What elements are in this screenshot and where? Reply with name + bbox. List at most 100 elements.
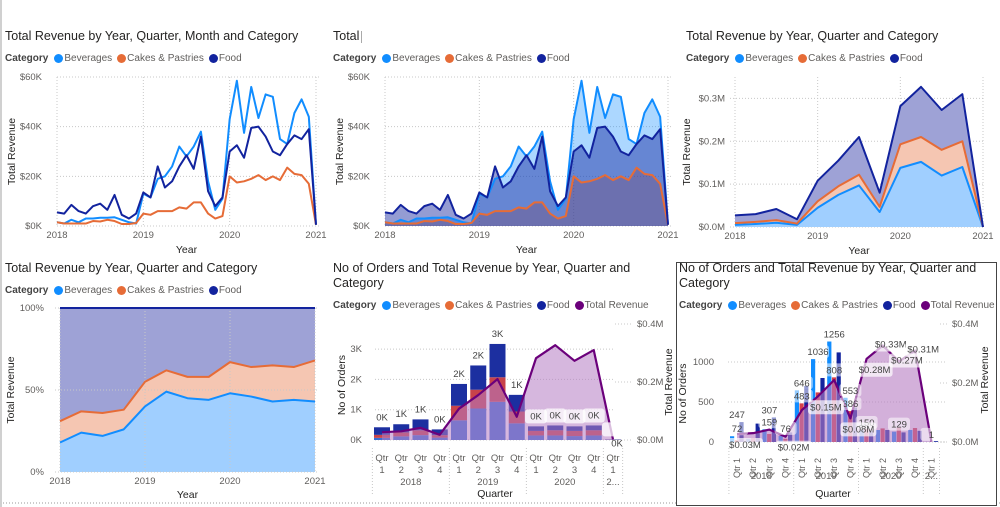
chart2-y-tick: $40K — [348, 122, 371, 133]
data-label-bg — [823, 363, 846, 377]
order-data-label: 307 — [761, 405, 777, 416]
order-data-label: 1 — [929, 430, 934, 441]
text-cursor — [361, 30, 363, 43]
chart5-quarter-label: Qtr — [606, 453, 619, 464]
chart5-y2-tick: $0.2M — [637, 377, 663, 388]
legend-item[interactable]: Cakes & Pastries — [798, 53, 885, 64]
order-bar-food — [374, 427, 390, 435]
chart5-quarter-number: 2 — [476, 465, 481, 476]
legend-item[interactable]: Food — [882, 300, 916, 311]
legend-item[interactable]: Beverages — [735, 53, 793, 64]
order-data-label: 0K — [530, 411, 542, 422]
page-left-edge — [0, 0, 2, 507]
chart5-quarter-number: 4 — [437, 465, 442, 476]
legend-item[interactable]: Beverages — [54, 285, 112, 296]
order-data-label: 76 — [780, 424, 791, 435]
chart5-y-tick: 2K — [350, 374, 362, 385]
legend-item[interactable]: Beverages — [382, 53, 440, 64]
chart6-year-label: 2018 — [751, 471, 772, 482]
chart6-y-axis-title: No of Orders — [677, 363, 689, 423]
chart4-y-tick: 0% — [30, 467, 44, 478]
data-label-bg — [889, 353, 925, 368]
chart2-title-text: Total — [333, 29, 360, 43]
legend-label: Beverages — [64, 53, 113, 64]
chart4-x-tick: 2020 — [219, 476, 240, 487]
chart1-x-tick: 2020 — [219, 230, 240, 241]
chart5-quarter-label: Qtr — [395, 453, 408, 464]
chart3-x-tick: 2018 — [724, 231, 745, 242]
legend-item[interactable]: Total Revenue — [574, 300, 649, 311]
legend-item[interactable]: Cakes & Pastries — [117, 53, 204, 64]
legend-item[interactable]: Cakes & Pastries — [445, 53, 532, 64]
legend-item[interactable]: Total Revenue — [920, 300, 995, 311]
legend-label: Beverages — [738, 300, 787, 311]
legend-dot-icon — [382, 301, 392, 310]
chart5-title: No of Orders and Total Revenue by Year, … — [333, 261, 631, 290]
cakes-area — [60, 360, 315, 443]
data-label-bg — [807, 345, 829, 359]
legend-label: Food — [218, 285, 242, 296]
revenue-data-label: $0.33M — [875, 340, 907, 351]
total-revenue-line — [381, 344, 615, 440]
legend-header: Category — [5, 53, 49, 64]
legend-item[interactable]: Beverages — [382, 300, 440, 311]
order-data-label: 0K — [569, 411, 581, 422]
legend-item[interactable]: Food — [208, 53, 242, 64]
order-bar-food — [933, 441, 938, 442]
order-data-label: 483 — [794, 391, 810, 402]
chart4-y-tick: 100% — [20, 303, 45, 314]
beverages-area — [385, 80, 668, 226]
cakes-line — [56, 166, 317, 226]
chart6-y2-tick: $0.2M — [952, 378, 978, 389]
legend-item[interactable]: Food — [889, 53, 923, 64]
chart6-quarter-label: Qtr 1 — [732, 458, 742, 478]
legend-item[interactable]: Beverages — [54, 53, 112, 64]
chart2-x-axis-title: Year — [516, 244, 538, 256]
chart6-quarter-label: Qtr 2 — [748, 458, 758, 478]
legend-item[interactable]: Cakes & Pastries — [117, 285, 204, 296]
order-bar-food — [451, 383, 467, 406]
chart5-quarter-label: Qtr — [510, 453, 523, 464]
chart6-y-tick: 500 — [698, 397, 714, 408]
legend-item[interactable]: Cakes & Pastries — [791, 300, 878, 311]
legend-dot-icon — [117, 286, 127, 295]
chart6-x-axis-title: Quarter — [815, 488, 851, 500]
legend-item[interactable]: Food — [536, 53, 570, 64]
legend-dot-icon — [445, 301, 455, 310]
chart1-x-tick: 2021 — [305, 230, 326, 241]
chart5-quarter-label: Qtr — [529, 453, 542, 464]
legend-item[interactable]: Beverages — [728, 300, 786, 311]
legend-label: Total Revenue — [584, 300, 649, 311]
chart6-quarter-label: Qtr 3 — [764, 458, 774, 478]
legend-item[interactable]: Food — [536, 300, 570, 311]
food-line — [734, 85, 984, 228]
data-label-bg — [839, 397, 862, 411]
legend-dot-icon — [798, 54, 808, 63]
chart6-year-label: 2... — [925, 471, 938, 482]
order-data-label: 808 — [826, 365, 842, 376]
chart6-year-label: 2020 — [880, 471, 901, 482]
chart2-y-tick: $20K — [348, 171, 371, 182]
chart4-x-tick: 2019 — [134, 476, 155, 487]
revenue-data-label: $0.15M — [810, 402, 842, 413]
legend-label: Food — [899, 53, 923, 64]
legend-item[interactable]: Cakes & Pastries — [445, 300, 532, 311]
chart5-quarter-label: Qtr — [491, 453, 504, 464]
legend-label: Cakes & Pastries — [801, 300, 878, 311]
order-data-label: 0K — [549, 410, 561, 421]
chart6-title: No of Orders and Total Revenue by Year, … — [679, 261, 977, 290]
data-label-bg — [525, 409, 547, 424]
chart5-quarter-label: Qtr — [414, 453, 427, 464]
chart5-y-tick: 3K — [350, 344, 362, 355]
data-label-bg — [920, 427, 943, 441]
chart3-x-tick: 2020 — [890, 231, 911, 242]
chart5-quarter-label: Qtr — [568, 453, 581, 464]
legend-item[interactable]: Food — [208, 285, 242, 296]
chart2-title[interactable]: Total — [333, 29, 363, 44]
food-line — [384, 125, 669, 225]
order-data-label: 72 — [732, 424, 743, 435]
chart1-y-tick: $40K — [20, 122, 43, 133]
revenue-data-label: $0.08M — [843, 424, 875, 435]
chart5-y-tick: 1K — [350, 405, 362, 416]
legend-dot-icon — [728, 301, 738, 310]
